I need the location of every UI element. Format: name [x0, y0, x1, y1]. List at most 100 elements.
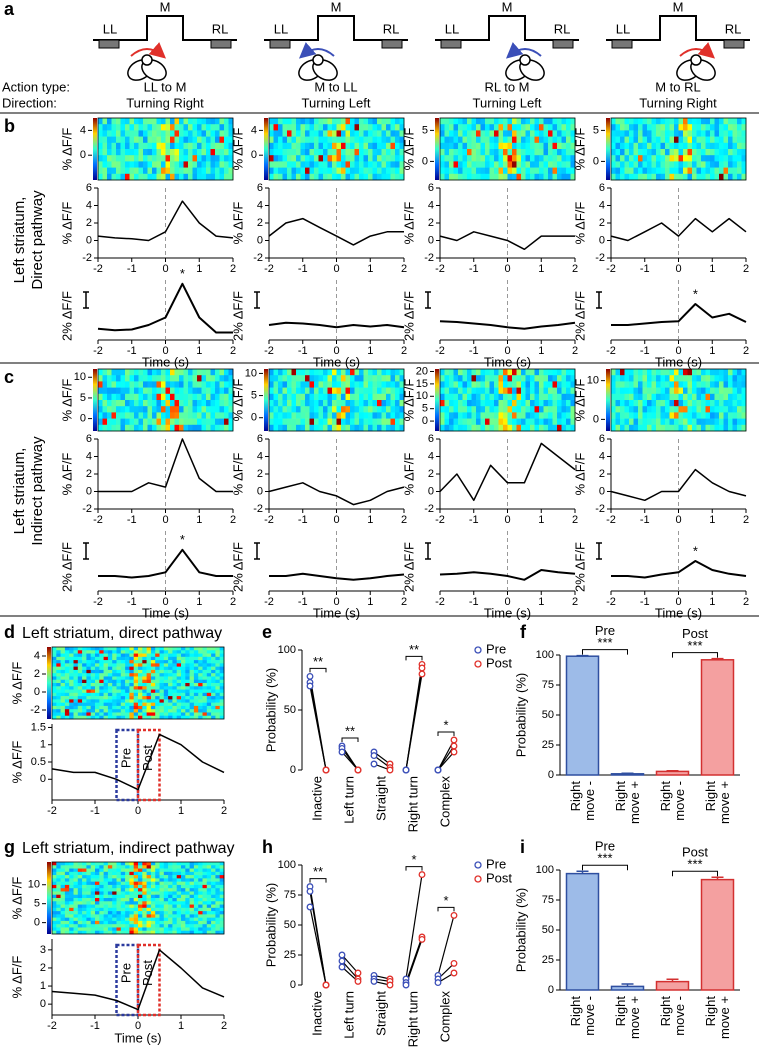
heatmap-cell — [350, 387, 355, 395]
x-tick-label: 1 — [367, 263, 373, 275]
heatmap-cell — [82, 917, 87, 922]
heatmap-cell — [163, 894, 169, 899]
heatmap-cell — [224, 142, 229, 150]
heatmap-cell — [557, 142, 562, 150]
heatmap-cell — [440, 118, 445, 125]
heatmap-frame — [439, 368, 576, 432]
heatmap-cell — [210, 393, 216, 401]
heatmap-cell — [557, 400, 562, 407]
heatmap-cell — [168, 712, 173, 717]
heatmap-cell — [548, 424, 553, 432]
heatmap-cell — [142, 663, 147, 667]
heatmap-cell — [99, 881, 104, 886]
heatmap-cell — [521, 155, 526, 162]
heatmap-cell — [561, 412, 567, 419]
x-tick-label: 0 — [333, 596, 339, 608]
heatmap-cell — [318, 124, 324, 131]
heatmap-cell — [99, 689, 104, 694]
data-point — [306, 672, 314, 680]
heatmap-cell — [129, 686, 134, 690]
heatmap-cell — [163, 686, 169, 690]
heatmap-cell — [146, 663, 152, 667]
heatmap-cell — [530, 418, 535, 426]
heatmap-cell — [134, 149, 139, 156]
heatmap-cell — [133, 878, 139, 882]
heatmap-cell — [120, 901, 126, 905]
heatmap-cell — [112, 715, 117, 720]
heatmap-cell — [165, 406, 171, 413]
heatmap-cell — [86, 666, 91, 671]
heatmap-cell — [219, 149, 225, 156]
heatmap-cell — [633, 173, 639, 181]
heatmap-cell — [150, 871, 156, 876]
heatmap-cell — [359, 412, 364, 419]
heatmap-cell — [168, 666, 173, 671]
heatmap-cell — [77, 679, 83, 684]
heatmap-cell — [142, 705, 147, 710]
heatmap-cell — [146, 647, 152, 651]
y-tick-label: 100 — [536, 649, 554, 661]
heatmap-cell — [359, 375, 364, 382]
heatmap-cell — [494, 167, 499, 175]
window-label: Pre — [119, 748, 134, 768]
heatmap-cell — [116, 118, 121, 125]
heatmap-cell — [150, 901, 156, 905]
heatmap-cell — [82, 666, 87, 671]
y-tick-label: 4 — [34, 650, 40, 662]
heatmap-cell — [516, 136, 522, 144]
y-tick-label: 4 — [257, 199, 263, 211]
heatmap-cell — [723, 375, 729, 382]
heatmap-cell — [368, 418, 373, 426]
heatmap-cell — [138, 167, 144, 175]
heatmap-cell — [156, 136, 162, 144]
heatmap-cell — [174, 130, 180, 137]
heatmap-cell — [296, 136, 301, 144]
heatmap-cell — [150, 924, 156, 928]
heatmap-cell — [82, 709, 87, 713]
heatmap-cell — [188, 149, 193, 156]
heatmap-cell — [103, 689, 109, 694]
significance-star: * — [180, 266, 185, 281]
heatmap-cell — [201, 418, 207, 426]
heatmap-cell — [354, 161, 360, 168]
heatmap-cell — [512, 375, 517, 382]
heatmap-cell — [215, 656, 220, 661]
heatmap-cell — [539, 393, 544, 401]
heatmap-cell — [530, 173, 535, 181]
heatmap-cell — [377, 161, 382, 168]
significance-label: ** — [313, 654, 323, 669]
heatmap-cell — [206, 868, 212, 873]
reward-port — [611, 39, 633, 49]
heatmap-cell — [372, 412, 378, 419]
heatmap-cell — [120, 412, 126, 419]
heatmap-cell — [332, 142, 337, 150]
heatmap-cell — [146, 881, 152, 886]
heatmap-cell — [215, 924, 220, 928]
heatmap-cell — [193, 898, 199, 902]
heatmap-cell — [150, 868, 156, 873]
heatmap-cell — [64, 898, 70, 902]
heatmap-cell — [150, 914, 156, 918]
heatmap-cell — [719, 149, 724, 156]
heatmap-cell — [530, 155, 535, 162]
heatmap-cell — [539, 400, 544, 407]
heatmap-cell — [82, 696, 87, 700]
heatmap-cell — [163, 692, 169, 697]
significance-bracket — [405, 655, 423, 661]
heatmap-cell — [176, 679, 182, 684]
heatmap-cell — [102, 142, 108, 150]
heatmap-cell — [521, 124, 526, 131]
heatmap-cell — [296, 369, 301, 376]
heatmap-cell — [687, 406, 693, 413]
heatmap-cell — [395, 167, 400, 175]
heatmap-cell — [372, 381, 378, 388]
x-tick-label: move + — [627, 781, 642, 824]
heatmap-cell — [129, 142, 135, 150]
heatmap-cell — [318, 393, 324, 401]
heatmap-cell — [647, 167, 652, 175]
heatmap-cell — [64, 868, 70, 873]
heatmap-cell — [480, 375, 486, 382]
heatmap-cell — [82, 712, 87, 717]
x-tick-label: -1 — [469, 596, 479, 608]
heatmap-cell — [82, 924, 87, 928]
